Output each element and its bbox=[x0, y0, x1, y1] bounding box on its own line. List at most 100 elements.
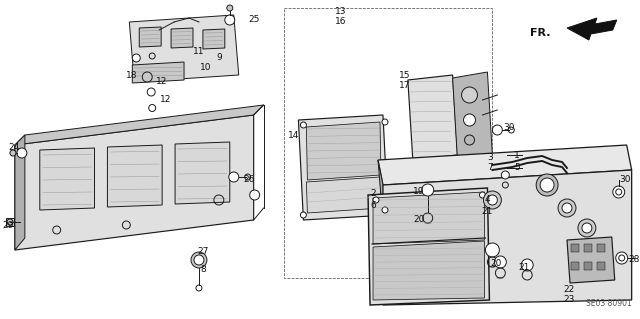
Text: 5: 5 bbox=[515, 164, 520, 173]
Circle shape bbox=[485, 243, 499, 257]
Polygon shape bbox=[298, 115, 388, 220]
Text: 15: 15 bbox=[399, 70, 411, 79]
Polygon shape bbox=[129, 15, 239, 82]
Circle shape bbox=[463, 114, 476, 126]
Circle shape bbox=[382, 119, 388, 125]
Circle shape bbox=[562, 203, 572, 213]
Circle shape bbox=[250, 190, 260, 200]
Circle shape bbox=[300, 122, 307, 128]
Text: 28: 28 bbox=[628, 256, 639, 264]
Circle shape bbox=[521, 259, 533, 271]
Circle shape bbox=[10, 150, 16, 156]
Circle shape bbox=[300, 212, 307, 218]
Circle shape bbox=[494, 256, 506, 268]
Circle shape bbox=[540, 178, 554, 192]
Text: 26: 26 bbox=[243, 175, 254, 184]
Text: 24: 24 bbox=[8, 144, 20, 152]
Circle shape bbox=[382, 207, 388, 213]
Polygon shape bbox=[307, 122, 381, 180]
Circle shape bbox=[488, 195, 497, 205]
Text: 1: 1 bbox=[515, 151, 520, 160]
Bar bbox=[571, 244, 579, 252]
Text: 17: 17 bbox=[399, 81, 411, 91]
Text: 18: 18 bbox=[125, 70, 137, 79]
Circle shape bbox=[147, 88, 155, 96]
Text: 16: 16 bbox=[335, 18, 346, 26]
Polygon shape bbox=[307, 177, 381, 213]
Bar bbox=[597, 244, 605, 252]
Text: 21: 21 bbox=[482, 207, 493, 217]
Circle shape bbox=[191, 252, 207, 268]
Text: 20: 20 bbox=[413, 216, 424, 225]
Text: 29: 29 bbox=[3, 220, 13, 229]
Text: 23: 23 bbox=[563, 295, 575, 305]
Circle shape bbox=[422, 184, 434, 196]
Text: 3: 3 bbox=[488, 153, 493, 162]
Text: 10: 10 bbox=[200, 63, 212, 72]
Polygon shape bbox=[203, 29, 225, 49]
Circle shape bbox=[582, 223, 592, 233]
Circle shape bbox=[479, 192, 485, 198]
Text: 2: 2 bbox=[370, 189, 376, 197]
Bar bbox=[571, 262, 579, 270]
Text: 7: 7 bbox=[488, 164, 493, 173]
Polygon shape bbox=[378, 160, 393, 305]
Text: 9: 9 bbox=[216, 53, 221, 62]
Text: 25: 25 bbox=[248, 16, 259, 25]
Circle shape bbox=[228, 172, 239, 182]
Polygon shape bbox=[171, 28, 193, 48]
Circle shape bbox=[461, 87, 477, 103]
Polygon shape bbox=[373, 241, 484, 300]
Bar bbox=[584, 262, 592, 270]
Text: 14: 14 bbox=[288, 130, 299, 139]
Text: 12: 12 bbox=[161, 95, 172, 105]
Circle shape bbox=[492, 125, 502, 135]
Polygon shape bbox=[15, 105, 264, 145]
Circle shape bbox=[616, 252, 628, 264]
Bar bbox=[584, 244, 592, 252]
Polygon shape bbox=[408, 75, 458, 160]
Circle shape bbox=[132, 54, 140, 62]
Polygon shape bbox=[452, 72, 492, 162]
Polygon shape bbox=[383, 170, 632, 305]
Text: 8: 8 bbox=[200, 265, 206, 275]
Polygon shape bbox=[40, 148, 95, 210]
Circle shape bbox=[501, 171, 509, 179]
Polygon shape bbox=[175, 142, 230, 204]
Circle shape bbox=[194, 255, 204, 265]
Polygon shape bbox=[373, 192, 484, 244]
Text: 21: 21 bbox=[518, 263, 530, 272]
Text: 11: 11 bbox=[193, 48, 205, 56]
Text: 19: 19 bbox=[413, 188, 424, 197]
Polygon shape bbox=[567, 18, 617, 40]
Circle shape bbox=[142, 72, 152, 82]
Text: 6: 6 bbox=[370, 201, 376, 210]
Bar bbox=[284, 8, 492, 278]
Circle shape bbox=[558, 199, 576, 217]
Text: 13: 13 bbox=[335, 8, 346, 17]
Text: 22: 22 bbox=[563, 286, 575, 294]
Polygon shape bbox=[15, 115, 253, 250]
Polygon shape bbox=[132, 62, 184, 83]
Circle shape bbox=[536, 174, 558, 196]
Text: 12: 12 bbox=[156, 78, 167, 86]
Circle shape bbox=[225, 15, 235, 25]
Polygon shape bbox=[108, 145, 162, 207]
Polygon shape bbox=[140, 27, 161, 47]
Circle shape bbox=[373, 197, 379, 203]
Circle shape bbox=[17, 148, 27, 158]
Polygon shape bbox=[378, 145, 632, 185]
Polygon shape bbox=[368, 188, 490, 305]
Bar bbox=[6, 218, 14, 226]
Circle shape bbox=[612, 186, 625, 198]
Circle shape bbox=[483, 191, 501, 209]
Polygon shape bbox=[15, 135, 25, 250]
Text: 20: 20 bbox=[491, 258, 502, 268]
Bar bbox=[597, 262, 605, 270]
Text: 27: 27 bbox=[197, 248, 209, 256]
Circle shape bbox=[578, 219, 596, 237]
Text: SE03 80901: SE03 80901 bbox=[586, 299, 632, 308]
Text: 4: 4 bbox=[484, 196, 490, 204]
Polygon shape bbox=[567, 237, 615, 283]
Circle shape bbox=[227, 5, 233, 11]
